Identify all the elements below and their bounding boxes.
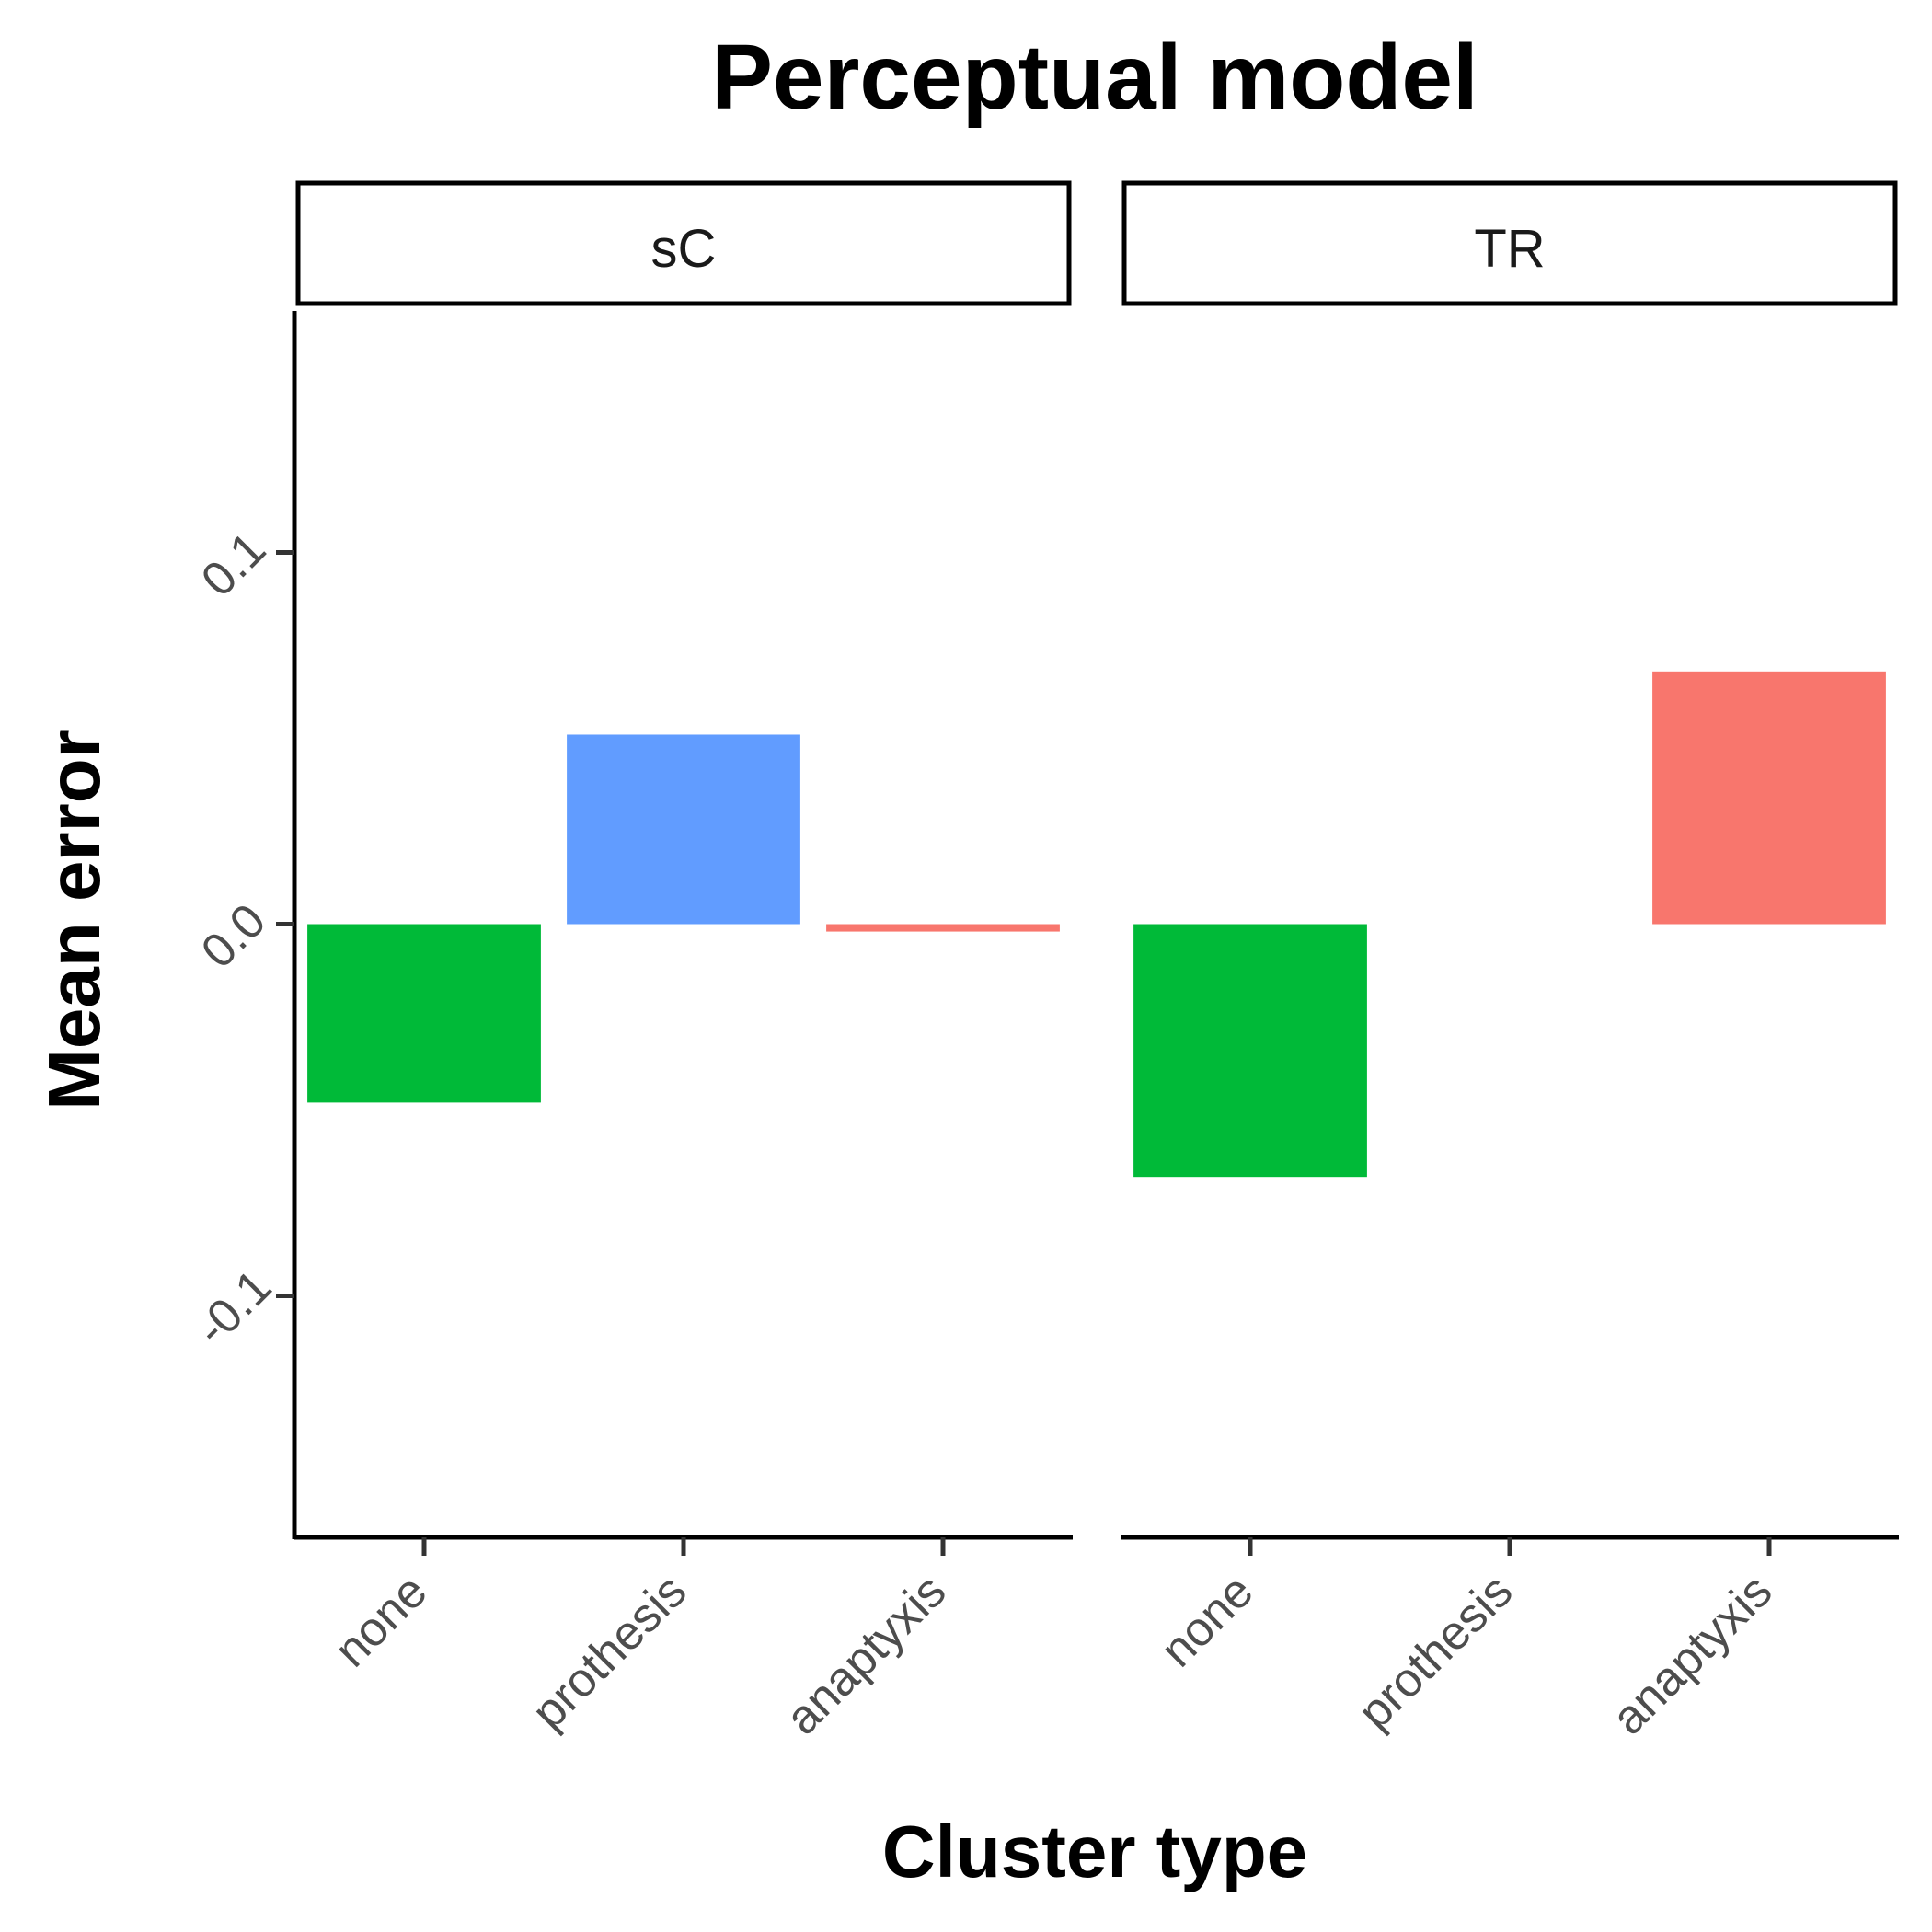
bar-sC-anaptyxis (826, 924, 1060, 932)
facet-strip-0 (295, 180, 1072, 306)
x-axis-title: Cluster type (882, 1811, 1307, 1892)
chart-title: Perceptual model (711, 26, 1478, 129)
y-axis-title: Mean error (33, 730, 115, 1110)
y-tick-label-1: 0.0 (191, 894, 276, 979)
x-tick-label-1-2: anaptyxis (1602, 1564, 1782, 1744)
bar-sC-prothesis (567, 734, 800, 925)
y-tick-label-0: -0.1 (186, 1259, 282, 1355)
bar-sC-none (307, 924, 541, 1103)
x-tick-label-0-0: none (325, 1564, 438, 1677)
y-tick-label-2: 0.1 (191, 523, 276, 607)
x-tick-label-0-1: prothesis (522, 1564, 696, 1739)
bar-TR-none (1133, 924, 1367, 1178)
facet-strip-label-0: sC (651, 219, 717, 279)
x-tick-label-1-1: prothesis (1348, 1564, 1523, 1739)
x-tick-label-1-0: none (1151, 1564, 1264, 1677)
x-tick-label-0-2: anaptyxis (776, 1564, 956, 1744)
bar-TR-anaptyxis (1652, 671, 1886, 925)
facet-strip-1 (1121, 180, 1898, 306)
plot-area: sC none prothesis anaptyxis TR none prothesis a… (186, 180, 1899, 1745)
facet-strip-label-1: TR (1474, 219, 1545, 279)
